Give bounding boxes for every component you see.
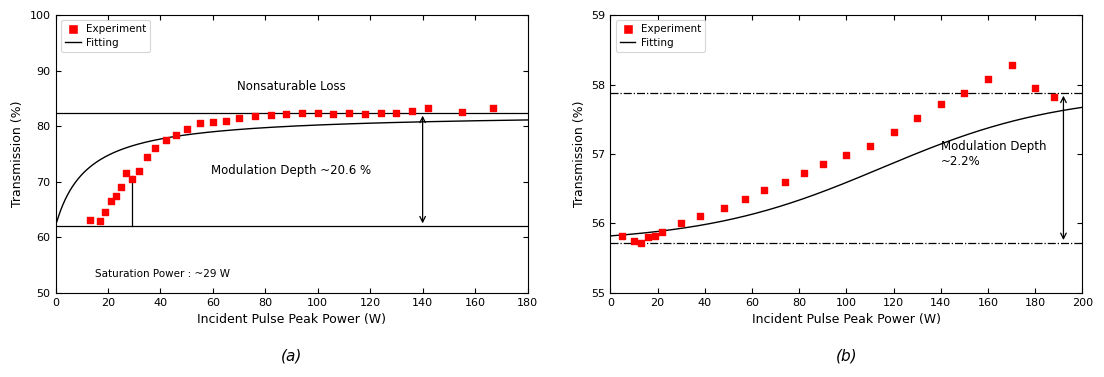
Experiment: [755, 187, 773, 193]
Experiment: [138, 154, 156, 160]
Experiment: [736, 196, 754, 202]
Fitting: [521, 118, 534, 122]
X-axis label: Incident Pulse Peak Power (W): Incident Pulse Peak Power (W): [752, 313, 941, 326]
Experiment: [1027, 85, 1044, 91]
Text: Nonsaturable Loss: Nonsaturable Loss: [237, 80, 346, 93]
Experiment: [113, 184, 130, 190]
Fitting: [927, 144, 941, 149]
Experiment: [714, 205, 732, 211]
Fitting: [417, 120, 431, 124]
Experiment: [691, 213, 709, 219]
Experiment: [92, 218, 109, 224]
Experiment: [102, 198, 119, 204]
Fitting: [980, 126, 994, 130]
Fitting: [604, 234, 617, 238]
Y-axis label: Transmission (%): Transmission (%): [573, 101, 586, 207]
Experiment: [81, 216, 98, 222]
Experiment: [814, 161, 831, 167]
X-axis label: Incident Pulse Peak Power (W): Incident Pulse Peak Power (W): [197, 313, 386, 326]
Text: (b): (b): [836, 348, 857, 363]
Text: Saturation Power : ~29 W: Saturation Power : ~29 W: [95, 269, 230, 279]
Experiment: [633, 240, 650, 246]
Experiment: [861, 143, 879, 149]
Fitting: [98, 155, 112, 159]
Fitting: [50, 219, 63, 224]
Experiment: [231, 115, 248, 121]
Experiment: [107, 193, 125, 199]
Experiment: [776, 179, 794, 185]
Experiment: [388, 110, 405, 116]
Experiment: [277, 111, 295, 117]
Fitting: [811, 191, 825, 196]
Experiment: [420, 106, 437, 112]
Legend: Experiment, Fitting: Experiment, Fitting: [61, 20, 150, 52]
Text: Modulation Depth
~2.2%: Modulation Depth ~2.2%: [941, 140, 1047, 168]
Line: Fitting: Fitting: [56, 120, 528, 222]
Fitting: [426, 120, 439, 124]
Experiment: [147, 146, 164, 152]
Fitting: [1075, 105, 1089, 110]
Fitting: [257, 126, 270, 130]
Experiment: [646, 233, 664, 239]
Experiment: [168, 132, 185, 138]
Experiment: [654, 229, 671, 235]
Experiment: [246, 113, 264, 119]
Experiment: [672, 221, 690, 227]
Experiment: [96, 209, 114, 215]
Fitting: [651, 229, 665, 234]
Experiment: [262, 112, 279, 118]
Fitting: [373, 121, 386, 125]
Experiment: [403, 107, 421, 113]
Experiment: [294, 110, 311, 116]
Experiment: [1002, 62, 1020, 68]
Fitting: [795, 197, 808, 202]
Legend: Experiment, Fitting: Experiment, Fitting: [616, 20, 705, 52]
Experiment: [217, 118, 235, 124]
Experiment: [884, 129, 902, 135]
Experiment: [979, 76, 997, 82]
Experiment: [625, 238, 643, 244]
Text: Modulation Depth ~20.6 %: Modulation Depth ~20.6 %: [212, 164, 372, 177]
Experiment: [795, 170, 813, 176]
Experiment: [909, 115, 926, 121]
Experiment: [932, 101, 949, 107]
Experiment: [453, 109, 470, 115]
Fitting: [241, 127, 254, 131]
Experiment: [955, 90, 973, 96]
Y-axis label: Transmission (%): Transmission (%): [11, 101, 24, 207]
Experiment: [485, 105, 502, 111]
Text: (a): (a): [280, 348, 302, 363]
Experiment: [325, 111, 342, 117]
Line: Fitting: Fitting: [611, 107, 1082, 236]
Experiment: [372, 110, 390, 116]
Experiment: [191, 120, 209, 126]
Experiment: [130, 168, 148, 174]
Experiment: [309, 110, 327, 116]
Experiment: [639, 234, 657, 240]
Experiment: [614, 233, 631, 239]
Experiment: [357, 111, 374, 117]
Experiment: [204, 119, 222, 125]
Experiment: [1045, 94, 1063, 100]
Experiment: [123, 176, 140, 182]
Experiment: [838, 152, 856, 158]
Experiment: [340, 110, 358, 116]
Fitting: [972, 129, 985, 133]
Experiment: [157, 137, 174, 143]
Experiment: [178, 126, 195, 132]
Experiment: [117, 170, 135, 176]
